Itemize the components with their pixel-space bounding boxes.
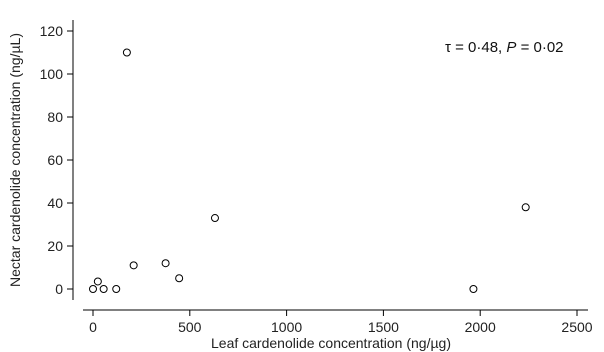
y-tick-label: 40 bbox=[47, 195, 63, 211]
data-point bbox=[89, 285, 97, 293]
x-tick-label: 2000 bbox=[465, 319, 496, 335]
data-point bbox=[112, 285, 121, 293]
y-tick-label: 100 bbox=[40, 66, 64, 82]
x-axis-ticks: 0 500 1000 1500 2000 2500 bbox=[89, 310, 593, 335]
x-tick-label: 1500 bbox=[368, 319, 399, 335]
data-point bbox=[161, 259, 170, 268]
plot-frame bbox=[72, 20, 588, 311]
tau-symbol: τ bbox=[445, 39, 451, 56]
y-tick-label: 0 bbox=[55, 281, 63, 297]
p-value: = 0·02 bbox=[516, 39, 563, 56]
tau-value: = 0·48, bbox=[451, 39, 506, 56]
y-axis-ticks: 0 20 40 60 80 100 120 bbox=[40, 23, 73, 297]
data-point bbox=[122, 48, 131, 57]
y-tick-label: 80 bbox=[47, 109, 63, 125]
x-axis-title: Leaf cardenolide concentration (ng/µg) bbox=[211, 335, 451, 351]
y-tick-label: 60 bbox=[47, 152, 63, 168]
p-symbol: P bbox=[506, 39, 516, 56]
x-tick-label: 2500 bbox=[561, 319, 592, 335]
data-points bbox=[89, 48, 530, 293]
data-point bbox=[175, 274, 184, 283]
data-point bbox=[210, 214, 219, 223]
y-tick-label: 120 bbox=[40, 23, 64, 39]
statistics-annotation: τ = 0·48, P = 0·02 bbox=[445, 39, 564, 56]
y-tick-label: 20 bbox=[47, 238, 63, 254]
x-tick-label: 0 bbox=[89, 319, 97, 335]
data-point bbox=[521, 203, 530, 212]
data-point bbox=[129, 261, 138, 270]
x-tick-label: 1000 bbox=[271, 319, 302, 335]
data-point bbox=[99, 285, 108, 293]
data-point bbox=[93, 277, 102, 286]
data-point bbox=[469, 285, 478, 293]
y-axis-title: Nectar cardenolide concentration (ng/µL) bbox=[7, 33, 23, 287]
x-tick-label: 500 bbox=[178, 319, 202, 335]
